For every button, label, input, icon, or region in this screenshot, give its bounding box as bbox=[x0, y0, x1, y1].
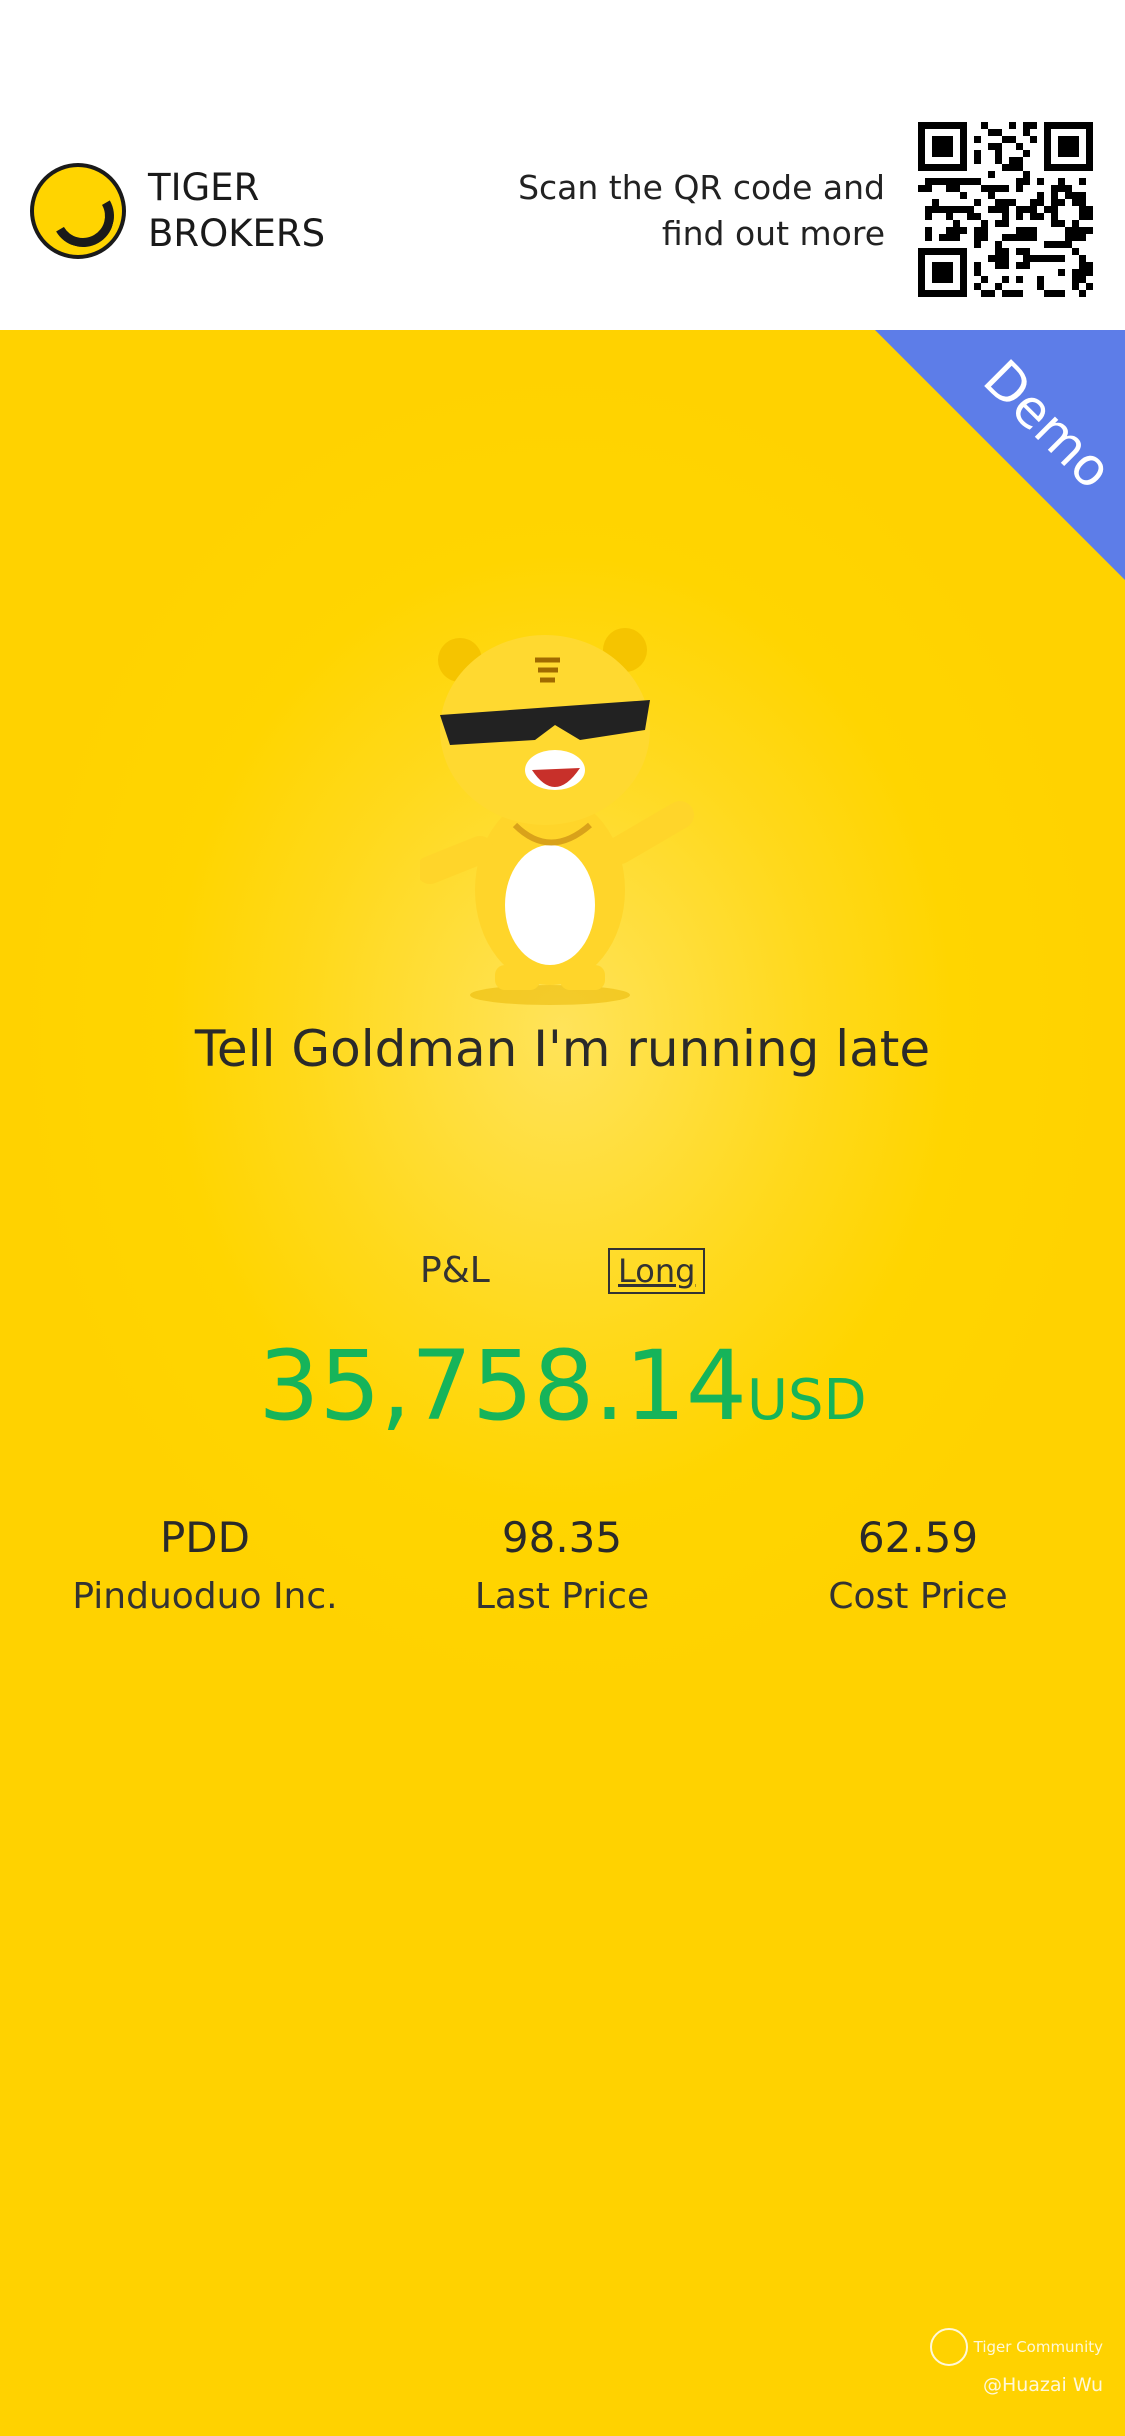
demo-badge: Demo bbox=[875, 330, 1125, 580]
brand-line2: BROKERS bbox=[148, 212, 326, 255]
pl-label: P&L bbox=[420, 1250, 490, 1291]
pl-amount: 35,758.14USD bbox=[0, 1330, 1125, 1442]
stat-cost-price: 62.59 Cost Price bbox=[738, 1510, 1098, 1628]
stat-label: Pinduoduo Inc. bbox=[72, 1576, 338, 1617]
brand-name: TIGER BROKERS bbox=[148, 165, 325, 257]
stat-value: 62.59 bbox=[857, 1513, 979, 1562]
scan-text: Scan the QR code and find out more bbox=[518, 168, 885, 253]
pl-value: 35,758.14 bbox=[258, 1330, 747, 1442]
position-type-badge: Long bbox=[608, 1248, 706, 1294]
stat-value: 98.35 bbox=[501, 1513, 623, 1562]
watermark: Tiger Community @Huazai Wu bbox=[929, 2328, 1103, 2396]
stat-value: PDD bbox=[159, 1513, 250, 1562]
stat-label: Last Price bbox=[474, 1576, 650, 1617]
qr-code-icon[interactable] bbox=[918, 122, 1093, 297]
stat-last-price: 98.35 Last Price bbox=[382, 1510, 742, 1628]
demo-label: Demo bbox=[971, 349, 1124, 501]
tiger-logo-icon bbox=[30, 163, 126, 259]
stat-symbol: PDD Pinduoduo Inc. bbox=[25, 1510, 385, 1628]
watermark-community: Tiger Community bbox=[973, 2338, 1103, 2356]
brand-line1: TIGER bbox=[148, 166, 260, 209]
stat-label: Cost Price bbox=[828, 1576, 1008, 1617]
pl-currency: USD bbox=[746, 1368, 867, 1433]
header: TIGER BROKERS Scan the QR code and find … bbox=[0, 0, 1125, 330]
tiger-mascot-icon bbox=[420, 628, 694, 1005]
pnl-card: Demo Tell Goldman I'm running late P&L L… bbox=[0, 330, 1125, 2436]
headline: Tell Goldman I'm running late bbox=[194, 1020, 931, 1078]
watermark-handle: @Huazai Wu bbox=[982, 2374, 1103, 2396]
tiger-community-logo-icon bbox=[929, 2328, 968, 2366]
